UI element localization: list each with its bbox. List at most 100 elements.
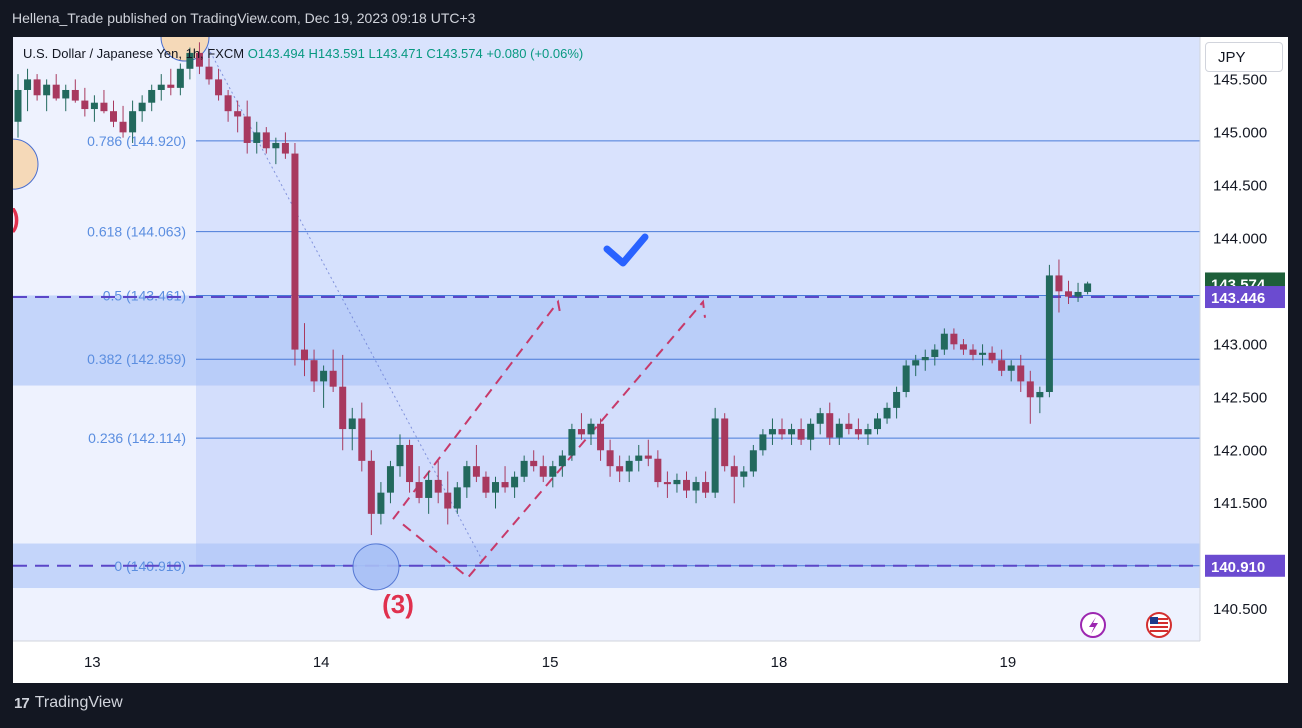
candle-body[interactable] — [396, 444, 404, 467]
candle-body[interactable] — [329, 370, 337, 387]
candle-body[interactable] — [683, 479, 690, 491]
candle-body[interactable] — [62, 89, 70, 99]
candle-body[interactable] — [406, 444, 414, 483]
candle-body[interactable] — [81, 100, 89, 110]
candle-body[interactable] — [902, 365, 910, 392]
candle-body[interactable] — [883, 407, 891, 419]
candle-body[interactable] — [539, 466, 547, 477]
candle-body[interactable] — [215, 79, 223, 96]
candle-body[interactable] — [816, 413, 824, 424]
candle-body[interactable] — [1065, 291, 1072, 297]
candle-body[interactable] — [740, 471, 748, 477]
candle-body[interactable] — [788, 429, 796, 435]
candle-body[interactable] — [854, 429, 862, 435]
candle-body[interactable] — [959, 344, 967, 350]
candle-body[interactable] — [893, 391, 901, 408]
candle-body[interactable] — [845, 423, 853, 430]
candle-body[interactable] — [339, 386, 347, 430]
candle-body[interactable] — [243, 116, 251, 143]
candle-body[interactable] — [1017, 365, 1025, 382]
candle-body[interactable] — [864, 429, 872, 435]
candle-body[interactable] — [205, 66, 213, 80]
candle-body[interactable] — [558, 455, 566, 467]
candle-body[interactable] — [453, 487, 461, 509]
candle-body[interactable] — [186, 52, 194, 69]
candle-body[interactable] — [138, 102, 146, 112]
candle-body[interactable] — [100, 102, 108, 112]
footer-brand[interactable]: 17 TradingView — [14, 694, 123, 712]
candle-body[interactable] — [167, 84, 175, 88]
candle-body[interactable] — [224, 95, 232, 112]
candle-body[interactable] — [129, 111, 137, 133]
candle-body[interactable] — [549, 466, 557, 477]
us-flag-icon[interactable] — [1146, 612, 1172, 638]
candle-body[interactable] — [1036, 391, 1044, 398]
candle-body[interactable] — [157, 84, 165, 90]
candle-body[interactable] — [711, 418, 719, 493]
candle-body[interactable] — [262, 132, 270, 149]
candle-body[interactable] — [310, 360, 318, 382]
candle-body[interactable] — [663, 482, 671, 485]
candle-body[interactable] — [434, 479, 442, 493]
candle-body[interactable] — [110, 111, 117, 122]
candle-body[interactable] — [568, 429, 576, 456]
candle-body[interactable] — [386, 466, 394, 493]
candle-body[interactable] — [635, 455, 643, 461]
candle-body[interactable] — [969, 349, 977, 355]
candle-body[interactable] — [71, 89, 79, 101]
candle-body[interactable] — [472, 466, 480, 477]
candle-body[interactable] — [606, 450, 614, 467]
candle-body[interactable] — [778, 429, 786, 435]
candle-body[interactable] — [730, 466, 738, 477]
candle-body[interactable] — [616, 466, 624, 472]
candle-body[interactable] — [281, 142, 289, 154]
candle-body[interactable] — [90, 102, 98, 110]
candle-body[interactable] — [998, 360, 1006, 371]
candle-body[interactable] — [24, 79, 32, 90]
candle-body[interactable] — [119, 121, 127, 133]
candle-body[interactable] — [768, 429, 776, 435]
candle-body[interactable] — [1074, 291, 1082, 297]
candle-body[interactable] — [702, 482, 710, 493]
candle-body[interactable] — [492, 482, 499, 493]
candle-body[interactable] — [950, 333, 958, 345]
candle-body[interactable] — [797, 429, 805, 440]
candle-body[interactable] — [979, 352, 987, 355]
candle-body[interactable] — [520, 460, 528, 477]
candle-body[interactable] — [874, 418, 881, 430]
candle-body[interactable] — [444, 492, 452, 509]
candle-body[interactable] — [597, 423, 605, 451]
candle-body[interactable] — [625, 460, 633, 472]
candle-body[interactable] — [367, 460, 375, 514]
candle-body[interactable] — [33, 79, 41, 96]
chart-frame[interactable]: 0.786 (144.920) 0.618 (144.063) 0.5 (143.4… — [13, 37, 1288, 683]
candle-body[interactable] — [644, 455, 652, 459]
candle-body[interactable] — [358, 418, 366, 461]
candle-body[interactable] — [234, 111, 242, 117]
candle-body[interactable] — [721, 418, 729, 467]
candle-body[interactable] — [482, 476, 490, 493]
candle-body[interactable] — [530, 460, 538, 467]
candle-body[interactable] — [940, 333, 948, 350]
candle-body[interactable] — [759, 434, 767, 451]
candle-body[interactable] — [425, 479, 433, 498]
candle-body[interactable] — [148, 89, 156, 103]
currency-selector[interactable]: JPY — [1205, 42, 1283, 72]
candle-body[interactable] — [195, 52, 203, 67]
price-chart[interactable]: 0.786 (144.920) 0.618 (144.063) 0.5 (143.4… — [13, 37, 1288, 683]
candle-body[interactable] — [826, 413, 834, 438]
candle-body[interactable] — [988, 352, 996, 361]
candle-body[interactable] — [673, 479, 681, 485]
candle-body[interactable] — [1026, 381, 1034, 398]
candle-body[interactable] — [52, 84, 60, 99]
candle-body[interactable] — [1045, 275, 1053, 392]
candle-body[interactable] — [14, 89, 22, 122]
candle-body[interactable] — [320, 370, 328, 382]
candle-body[interactable] — [1084, 283, 1092, 292]
candle-body[interactable] — [511, 476, 519, 488]
time-axis[interactable] — [13, 641, 1288, 683]
candle-body[interactable] — [931, 349, 939, 358]
candle-body[interactable] — [291, 153, 299, 350]
candle-body[interactable] — [1007, 365, 1015, 371]
candle-body[interactable] — [301, 349, 308, 361]
